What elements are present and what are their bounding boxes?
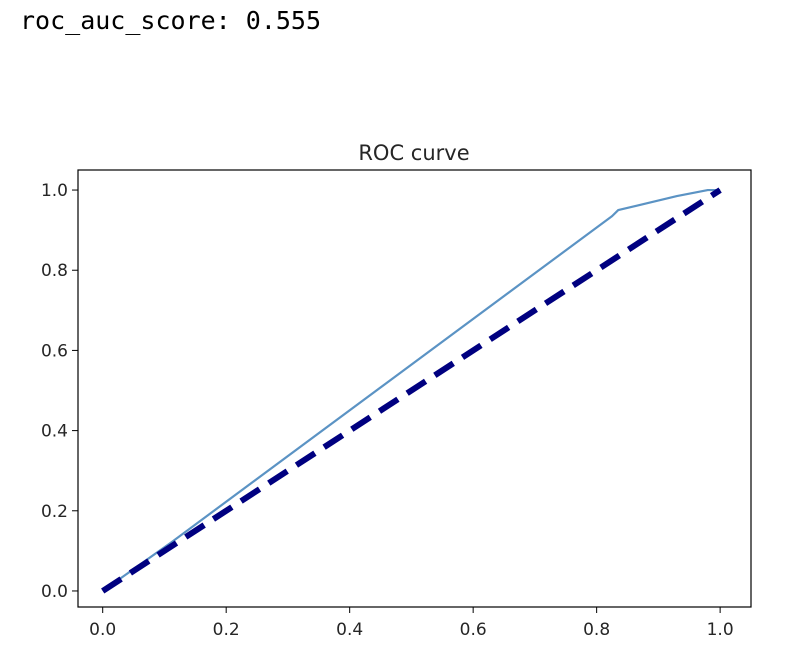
x-tick-label: 1.0 — [707, 620, 734, 640]
x-tick-label: 0.4 — [336, 620, 363, 640]
plot-frame — [77, 169, 752, 608]
y-tick-label: 0.4 — [41, 422, 68, 442]
x-tick-label: 0.2 — [213, 620, 240, 640]
roc-curve-line — [102, 188, 721, 592]
chart-title: ROC curve — [358, 141, 469, 165]
chance-diagonal-line — [101, 187, 722, 594]
series-group — [101, 187, 722, 594]
x-tick-label: 0.8 — [583, 620, 610, 640]
x-tick-label: 0.6 — [460, 620, 487, 640]
plot-layer — [101, 187, 722, 594]
roc-auc-score-output: roc_auc_score: 0.555 — [20, 6, 322, 35]
y-tick-label: 0.0 — [41, 582, 68, 602]
x-tick-label: 0.0 — [89, 620, 116, 640]
axis-layer: 0.0 0.2 0.4 0.6 0.8 1.0 0.0 0.2 0.4 0.6 0.8 1.0 — [41, 169, 752, 640]
y-tick-label: 0.2 — [41, 502, 68, 522]
y-tick-label: 0.6 — [41, 341, 68, 361]
y-tick-label: 0.8 — [41, 261, 68, 281]
y-tick-label: 1.0 — [41, 181, 68, 201]
